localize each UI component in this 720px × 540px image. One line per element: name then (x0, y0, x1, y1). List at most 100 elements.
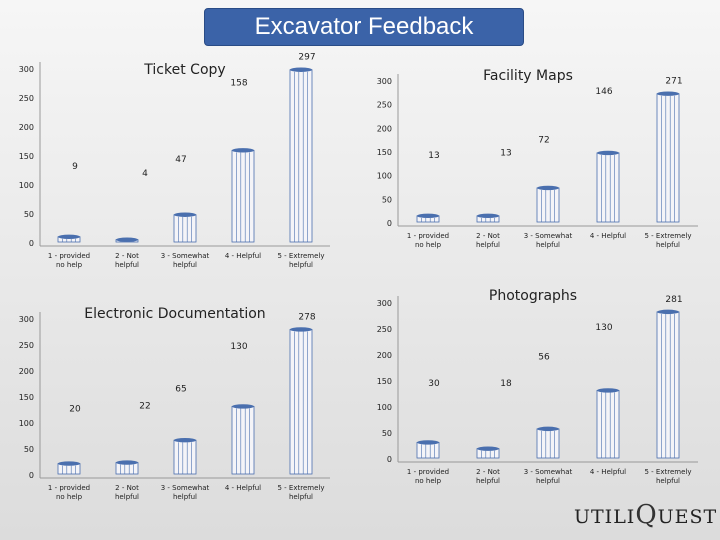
x-tick-label: 1 - provided no help (48, 252, 90, 269)
y-tick-label: 100 (377, 403, 392, 412)
y-tick-label: 250 (377, 101, 392, 110)
bar-body (536, 428, 560, 459)
bar-cap (477, 446, 499, 451)
chart-electronic-documentation: 0 50 100 150 200 250 300 Electronic Documentati… (19, 306, 330, 501)
y-tick-label: 200 (377, 351, 392, 360)
y-tick-label: 250 (19, 341, 34, 350)
data-label: 271 (665, 77, 682, 87)
y-tick-label: 300 (19, 65, 34, 74)
bar-body (231, 406, 255, 475)
y-tick-label: 100 (19, 181, 34, 190)
bar-body (656, 311, 680, 459)
x-tick-label: 2 - Not helpful (115, 252, 139, 269)
logo-text-uest: UEST (657, 506, 718, 528)
logo-text-q: Q (635, 500, 658, 530)
bar (57, 234, 81, 243)
bar (416, 440, 440, 459)
data-label: 47 (175, 155, 186, 165)
data-label: 9 (72, 162, 78, 172)
y-tick-label: 250 (377, 325, 392, 334)
chart-title: Photographs (489, 288, 577, 304)
y-tick-label: 0 (29, 239, 34, 248)
bar (596, 388, 620, 459)
data-label: 297 (298, 53, 315, 63)
bar-body (289, 329, 313, 475)
bar-cap (232, 148, 254, 153)
chart-photographs: 0 50 100 150 200 250 300 Photographs 30 18 56 130 28… (377, 288, 698, 485)
bar (596, 150, 620, 223)
y-tick-label: 150 (19, 152, 34, 161)
bar (231, 404, 255, 475)
y-tick-label: 50 (24, 210, 34, 219)
bar (476, 213, 500, 223)
x-tick-label: 3 - Somewhat helpful (161, 484, 210, 501)
data-label: 158 (230, 78, 247, 88)
bar-cap (290, 327, 312, 332)
bar-body (656, 93, 680, 223)
bar-cap (657, 91, 679, 96)
data-label: 22 (139, 401, 150, 411)
bar (289, 67, 313, 243)
bar (536, 426, 560, 459)
bar-cap (174, 212, 196, 217)
data-label: 146 (595, 87, 612, 97)
page-title: Excavator Feedback (204, 8, 524, 46)
bar (476, 446, 500, 459)
bar (173, 212, 197, 243)
y-tick-label: 150 (377, 148, 392, 157)
x-tick-label: 5 - Extremely helpful (278, 252, 325, 269)
y-tick-label: 300 (377, 77, 392, 86)
data-label: 4 (142, 169, 148, 179)
x-tick-label: 4 - Helpful (590, 232, 626, 240)
data-label: 72 (538, 135, 549, 145)
y-tick-label: 50 (382, 429, 392, 438)
bar-cap (477, 213, 499, 219)
bar-body (416, 441, 440, 459)
bar-cap (116, 237, 138, 242)
y-tick-label: 50 (382, 195, 392, 204)
data-label: 130 (595, 323, 612, 333)
x-tick-label: 4 - Helpful (225, 484, 261, 492)
bar (231, 148, 255, 243)
y-tick-label: 150 (19, 393, 34, 402)
x-tick-label: 3 - Somewhat helpful (524, 468, 573, 485)
y-tick-label: 300 (377, 299, 392, 308)
x-tick-label: 5 - Extremely helpful (645, 468, 692, 485)
chart-facility-maps: 0 50 100 150 200 250 300 Facility Maps 13 13 72 146… (377, 68, 698, 249)
y-tick-label: 50 (24, 445, 34, 454)
x-tick-label: 3 - Somewhat helpful (524, 232, 573, 249)
bar-cap (537, 426, 559, 432)
bar (57, 461, 81, 475)
x-tick-label: 2 - Not helpful (476, 232, 500, 249)
bar-body (173, 214, 197, 243)
bar-cap (417, 440, 439, 445)
chart-title: Electronic Documentation (84, 306, 265, 322)
data-label: 13 (428, 151, 439, 161)
data-label: 278 (298, 312, 315, 322)
bar-body (536, 187, 560, 223)
x-tick-label: 4 - Helpful (590, 468, 626, 476)
bar-cap (58, 234, 80, 239)
y-tick-label: 250 (19, 94, 34, 103)
y-tick-label: 0 (387, 455, 392, 464)
bar (289, 327, 313, 475)
bar-cap (174, 438, 196, 443)
data-label: 130 (230, 342, 247, 352)
bar-body (596, 152, 620, 223)
x-tick-label: 4 - Helpful (225, 252, 261, 260)
data-label: 65 (175, 384, 186, 394)
data-label: 13 (500, 148, 511, 158)
bar-body (231, 149, 255, 243)
bar-cap (232, 404, 254, 409)
bar (416, 213, 440, 223)
bar-body (596, 390, 620, 459)
y-tick-label: 0 (29, 471, 34, 480)
x-tick-label: 5 - Extremely helpful (278, 484, 325, 501)
x-tick-label: 1 - provided no help (48, 484, 90, 501)
bar (115, 460, 139, 475)
utiliquest-logo: UTILIQUEST (574, 500, 717, 534)
y-tick-label: 200 (19, 123, 34, 132)
y-tick-label: 150 (377, 377, 392, 386)
data-label: 56 (538, 353, 550, 363)
y-tick-label: 100 (19, 419, 34, 428)
